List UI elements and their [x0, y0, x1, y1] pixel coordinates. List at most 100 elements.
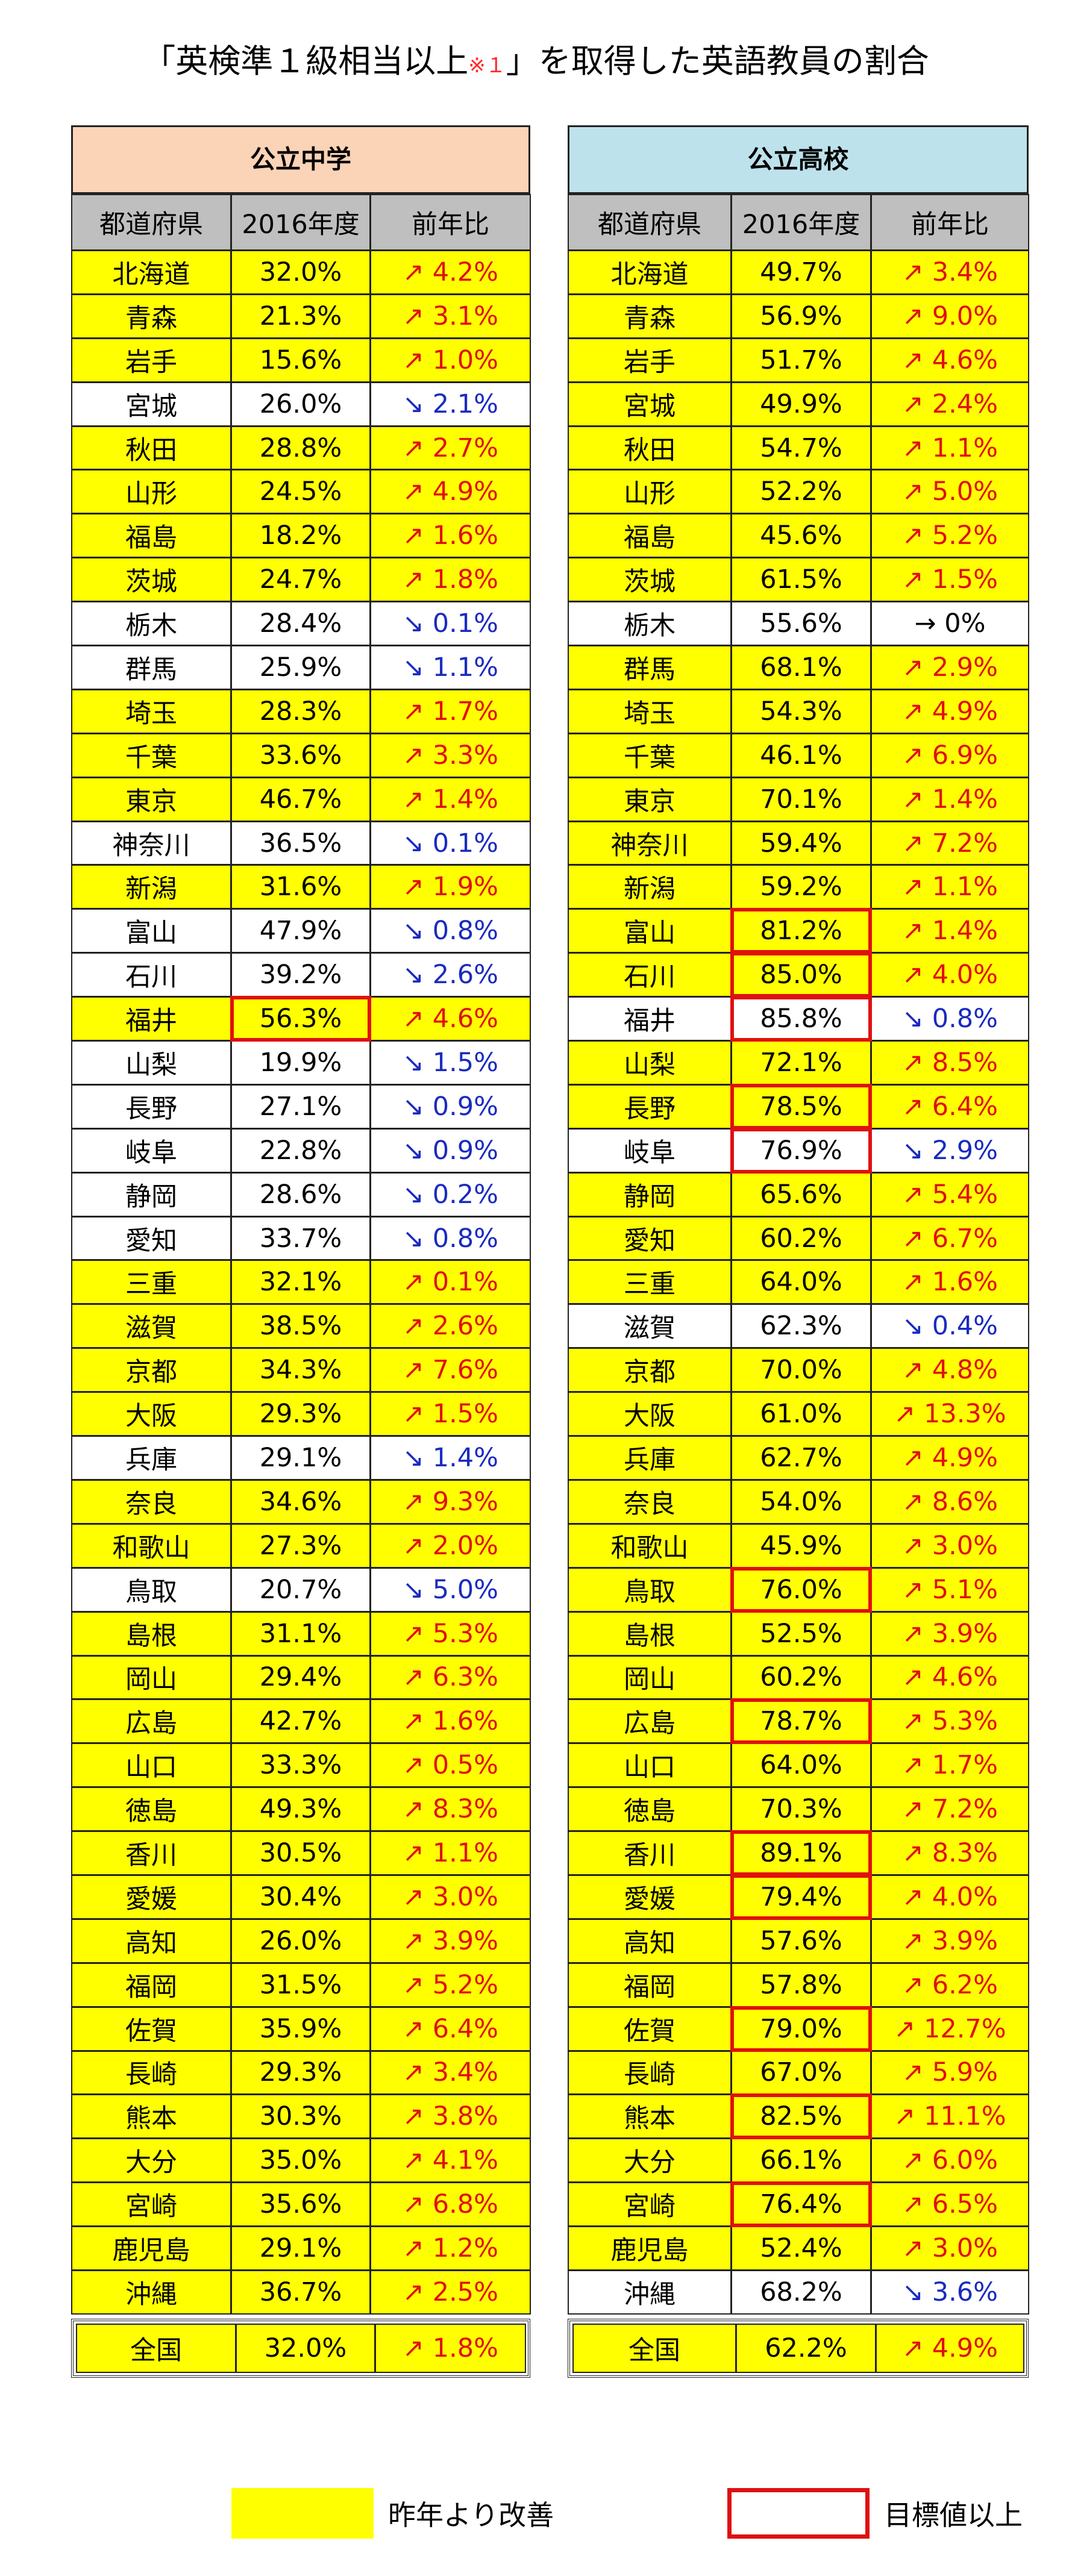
prefecture-cell: 山梨: [71, 1040, 231, 1085]
change-cell: ↗ 1.7%: [871, 1743, 1029, 1788]
prefecture-cell: 鳥取: [71, 1567, 231, 1612]
table-row: 新潟 59.2% ↗ 1.1%: [568, 864, 1029, 910]
change-cell: ↗ 4.6%: [871, 1655, 1029, 1700]
table-row: 青森 21.3% ↗ 3.1%: [71, 293, 531, 339]
table-row: 山口 33.3% ↗ 0.5%: [71, 1743, 531, 1788]
table-row: 鹿児島 52.4% ↗ 3.0%: [568, 2226, 1029, 2271]
table-row: 栃木 55.6% → 0%: [568, 601, 1029, 646]
value-cell: 35.6%: [231, 2182, 371, 2227]
value-cell: 78.5%: [730, 1083, 872, 1130]
value-cell: 64.0%: [731, 1743, 871, 1788]
value-cell: 34.3%: [231, 1348, 371, 1393]
change-cell: ↗ 1.4%: [871, 908, 1029, 954]
change-cell: ↗ 4.8%: [871, 1348, 1029, 1393]
value-cell: 64.0%: [731, 1260, 871, 1305]
value-cell: 62.3%: [731, 1304, 871, 1349]
value-cell: 60.2%: [731, 1655, 871, 1700]
prefecture-cell: 富山: [71, 908, 231, 954]
change-cell: ↗ 4.1%: [370, 2138, 531, 2183]
change-cell: ↗ 3.9%: [871, 1918, 1029, 1963]
change-cell: ↘ 2.6%: [370, 952, 531, 998]
value-cell: 24.7%: [231, 557, 371, 602]
table-row: 愛知 33.7% ↘ 0.8%: [71, 1216, 531, 1261]
prefecture-cell: 岩手: [71, 337, 231, 383]
change-cell: ↗ 1.6%: [370, 1699, 531, 1744]
table-row: 富山 81.2% ↗ 1.4%: [568, 908, 1029, 954]
value-cell: 66.1%: [731, 2138, 871, 2183]
change-cell: ↗ 4.0%: [871, 1874, 1029, 1919]
total-change-cell: ↗ 1.8%: [375, 2323, 526, 2373]
value-cell: 79.0%: [730, 2005, 872, 2052]
value-cell: 20.7%: [231, 1567, 371, 1612]
table-row: 熊本 30.3% ↗ 3.8%: [71, 2094, 531, 2139]
table-row: 栃木 28.4% ↘ 0.1%: [71, 601, 531, 646]
change-cell: ↘ 0.4%: [871, 1304, 1029, 1349]
prefecture-cell: 岩手: [568, 337, 732, 383]
prefecture-cell: 神奈川: [71, 821, 231, 866]
change-cell: ↗ 1.5%: [370, 1392, 531, 1437]
table-row: 大阪 29.3% ↗ 1.5%: [71, 1392, 531, 1437]
table-row: 鳥取 76.0% ↗ 5.1%: [568, 1566, 1029, 1613]
value-cell: 56.9%: [731, 293, 871, 339]
legend-yellow-swatch: [231, 2488, 374, 2539]
table-row: 沖縄 36.7% ↗ 2.5%: [71, 2269, 531, 2315]
prefecture-cell: 沖縄: [568, 2269, 732, 2315]
change-cell: ↗ 9.3%: [370, 1479, 531, 1524]
change-cell: ↗ 2.5%: [370, 2269, 531, 2315]
change-cell: ↗ 6.4%: [871, 1084, 1029, 1129]
prefecture-cell: 広島: [71, 1699, 231, 1744]
value-cell: 31.5%: [231, 1962, 371, 2007]
prefecture-cell: 千葉: [71, 733, 231, 778]
table-row: 東京 46.7% ↗ 1.4%: [71, 777, 531, 822]
value-cell: 59.2%: [731, 864, 871, 910]
prefecture-cell: 兵庫: [568, 1436, 732, 1480]
table-row: 愛知 60.2% ↗ 6.7%: [568, 1216, 1029, 1261]
table-row: 岩手 15.6% ↗ 1.0%: [71, 337, 531, 383]
value-cell: 33.7%: [231, 1216, 371, 1261]
prefecture-cell: 奈良: [71, 1479, 231, 1524]
value-cell: 47.9%: [231, 908, 371, 954]
prefecture-cell: 秋田: [71, 425, 231, 470]
prefecture-cell: 岐阜: [568, 1128, 732, 1173]
table-row: 埼玉 54.3% ↗ 4.9%: [568, 689, 1029, 734]
value-cell: 46.1%: [731, 733, 871, 778]
prefecture-cell: 福井: [568, 996, 732, 1042]
table-row: 鳥取 20.7% ↘ 5.0%: [71, 1567, 531, 1612]
table-row: 埼玉 28.3% ↗ 1.7%: [71, 689, 531, 734]
table-row: 神奈川 59.4% ↗ 7.2%: [568, 821, 1029, 866]
prefecture-cell: 埼玉: [568, 689, 732, 734]
table-row: 沖縄 68.2% ↘ 3.6%: [568, 2269, 1029, 2315]
prefecture-cell: 長崎: [568, 2050, 732, 2095]
table-row: 島根 31.1% ↗ 5.3%: [71, 1611, 531, 1656]
jhs-table: 公立中学 都道府県 2016年度 前年比 北海道 32.0% ↗ 4.2% 青森 21.…: [71, 125, 531, 2378]
prefecture-cell: 岡山: [568, 1655, 732, 1700]
value-cell: 27.1%: [231, 1084, 371, 1129]
value-cell: 33.3%: [231, 1743, 371, 1788]
prefecture-cell: 熊本: [568, 2094, 732, 2139]
value-cell: 49.7%: [731, 250, 871, 295]
table-row: 宮城 49.9% ↗ 2.4%: [568, 381, 1029, 427]
prefecture-cell: 愛媛: [568, 1874, 732, 1919]
prefecture-cell: 鹿児島: [568, 2226, 732, 2271]
change-cell: ↗ 3.0%: [871, 2226, 1029, 2271]
prefecture-cell: 茨城: [568, 557, 732, 602]
table-row: 新潟 31.6% ↗ 1.9%: [71, 864, 531, 910]
value-cell: 28.8%: [231, 425, 371, 470]
prefecture-cell: 茨城: [71, 557, 231, 602]
table-row: 高知 26.0% ↗ 3.9%: [71, 1918, 531, 1963]
value-cell: 28.4%: [231, 601, 371, 646]
change-cell: ↗ 3.8%: [370, 2094, 531, 2139]
table-row: 広島 42.7% ↗ 1.6%: [71, 1699, 531, 1744]
value-cell: 70.0%: [731, 1348, 871, 1393]
prefecture-cell: 大阪: [71, 1392, 231, 1437]
column-header-prefecture: 都道府県: [568, 194, 732, 251]
hs-column-headers: 都道府県 2016年度 前年比: [568, 194, 1029, 251]
change-cell: ↗ 6.9%: [871, 733, 1029, 778]
value-cell: 27.3%: [231, 1523, 371, 1568]
change-cell: ↗ 5.9%: [871, 2050, 1029, 2095]
value-cell: 28.6%: [231, 1172, 371, 1217]
change-cell: ↘ 0.1%: [370, 821, 531, 866]
table-row: 青森 56.9% ↗ 9.0%: [568, 293, 1029, 339]
table-row: 山梨 72.1% ↗ 8.5%: [568, 1040, 1029, 1085]
change-cell: ↗ 4.6%: [370, 996, 531, 1042]
